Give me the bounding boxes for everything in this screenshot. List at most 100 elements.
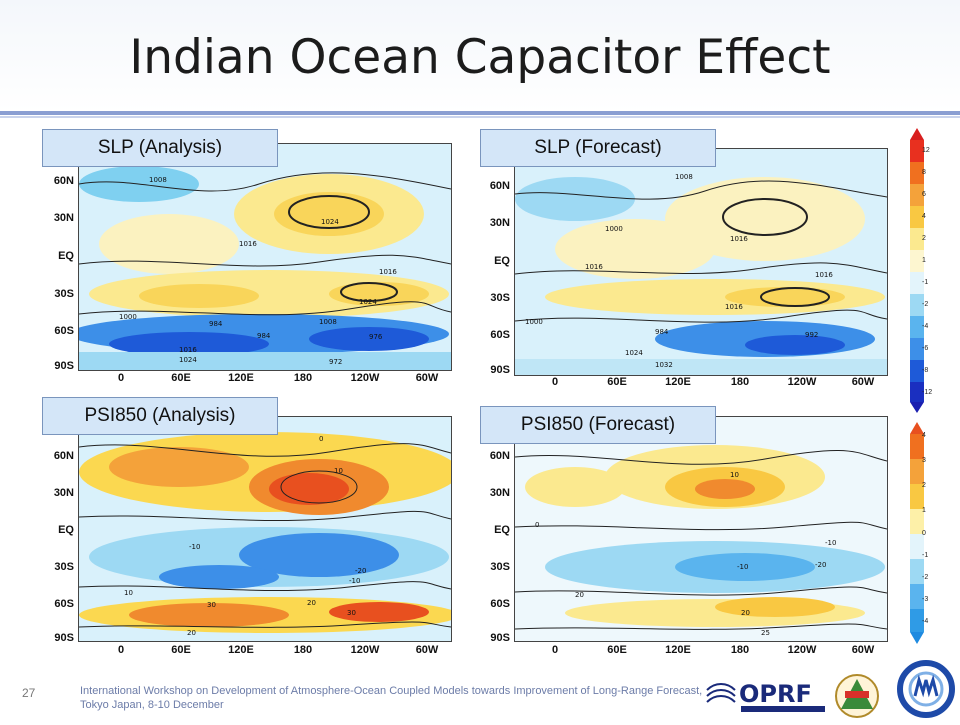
colorbar-tick: 1 bbox=[922, 257, 926, 264]
lon-label: 120W bbox=[787, 376, 817, 388]
title-divider-thin bbox=[0, 116, 960, 118]
lat-label: 60N bbox=[53, 175, 74, 187]
lat-label: 60N bbox=[53, 450, 74, 462]
colorbar-tick: -8 bbox=[922, 367, 929, 374]
lat-label: 60S bbox=[490, 598, 510, 610]
lon-label: 0 bbox=[551, 376, 559, 388]
lat-label: 30S bbox=[490, 561, 510, 573]
lat-label: EQ bbox=[494, 524, 510, 536]
contour-label: 30 bbox=[207, 601, 216, 609]
lat-label: 30N bbox=[489, 217, 510, 229]
contour-label: 1008 bbox=[675, 173, 693, 181]
colorbar-tick: 0 bbox=[922, 530, 926, 537]
psi850-colorbar bbox=[906, 422, 928, 644]
lon-label: 120W bbox=[787, 644, 817, 656]
lat-label: 60S bbox=[490, 329, 510, 341]
lon-label: 60E bbox=[607, 376, 627, 388]
lat-label: 60N bbox=[489, 180, 510, 192]
lat-label: 30S bbox=[54, 288, 74, 300]
contour-label: 1000 bbox=[119, 313, 137, 321]
lat-label: EQ bbox=[58, 250, 74, 262]
contour-label: 1016 bbox=[379, 268, 397, 276]
contour-label: 1008 bbox=[149, 176, 167, 184]
colorbar-tick: 6 bbox=[922, 191, 926, 198]
lon-label: 120E bbox=[228, 372, 254, 384]
panel-label-psi850-forecast: PSI850 (Forecast) bbox=[480, 406, 716, 444]
slp-colorbar bbox=[906, 128, 928, 413]
contour-label: 10 bbox=[730, 471, 739, 479]
lon-label: 120W bbox=[350, 372, 380, 384]
colorbar-tick: -3 bbox=[922, 596, 929, 603]
psi850-forecast-map: 0 10 -10 -10 20 20 25 -20 bbox=[514, 416, 888, 642]
colorbar-tick: 4 bbox=[922, 213, 926, 220]
contour-label: 1024 bbox=[359, 298, 377, 306]
contour-label: 1000 bbox=[605, 225, 623, 233]
lat-label: 60S bbox=[54, 325, 74, 337]
contour-label: 20 bbox=[741, 609, 750, 617]
lat-label: 90S bbox=[54, 632, 74, 644]
lat-label: EQ bbox=[58, 524, 74, 536]
colorbar-tick: 2 bbox=[922, 482, 926, 489]
oprf-logo-text: OPRF bbox=[739, 680, 812, 708]
slp-analysis-map: 1008 1016 1024 1016 1024 1000 984 984 10… bbox=[78, 143, 452, 371]
colorbar-tick: 4 bbox=[922, 432, 926, 439]
colorbar-tick: -12 bbox=[922, 389, 933, 396]
lat-label: 30S bbox=[490, 292, 510, 304]
lon-label: 120E bbox=[665, 644, 691, 656]
lon-label: 0 bbox=[551, 644, 559, 656]
contour-label: 1016 bbox=[725, 303, 743, 311]
contour-label: 1016 bbox=[179, 346, 197, 354]
contour-label: -10 bbox=[737, 563, 748, 571]
colorbar-tick: -1 bbox=[922, 279, 929, 286]
lon-label: 60E bbox=[607, 644, 627, 656]
contour-label: 20 bbox=[575, 591, 584, 599]
psi850-analysis-map: 0 10 -10 -20 -10 10 30 20 20 30 bbox=[78, 416, 452, 642]
lon-label: 120W bbox=[350, 644, 380, 656]
contour-label: 25 bbox=[761, 629, 770, 637]
contour-label: -20 bbox=[815, 561, 826, 569]
colorbar-tick: 1 bbox=[922, 507, 926, 514]
contour-label: 10 bbox=[334, 467, 343, 475]
panel-label-slp-analysis: SLP (Analysis) bbox=[42, 129, 278, 167]
lat-label: 30N bbox=[53, 487, 74, 499]
lon-label: 120E bbox=[665, 376, 691, 388]
lon-label: 60W bbox=[851, 376, 875, 388]
lat-label: 90S bbox=[54, 360, 74, 372]
contour-label: 20 bbox=[187, 629, 196, 637]
contour-label: 20 bbox=[307, 599, 316, 607]
contour-label: 1016 bbox=[585, 263, 603, 271]
lon-label: 60W bbox=[415, 372, 439, 384]
contour-label: 1000 bbox=[525, 318, 543, 326]
contour-label: 1016 bbox=[815, 271, 833, 279]
contour-label: -10 bbox=[349, 577, 360, 585]
lon-label: 60W bbox=[851, 644, 875, 656]
panel-label-slp-forecast: SLP (Forecast) bbox=[480, 129, 716, 167]
agency-logo bbox=[895, 658, 957, 720]
lon-label: 60E bbox=[171, 372, 191, 384]
contour-label: 1024 bbox=[625, 349, 643, 357]
contour-label: 984 bbox=[655, 328, 669, 336]
contour-label: 992 bbox=[805, 331, 818, 339]
colorbar-tick: -4 bbox=[922, 618, 929, 625]
contour-label: 1016 bbox=[239, 240, 257, 248]
lon-label: 180 bbox=[730, 376, 750, 388]
contour-label: 984 bbox=[257, 332, 271, 340]
colorbar-tick: -2 bbox=[922, 574, 929, 581]
contour-label: 984 bbox=[209, 320, 223, 328]
title-divider bbox=[0, 111, 960, 115]
lat-label: 90S bbox=[490, 364, 510, 376]
colorbar-tick: 2 bbox=[922, 235, 926, 242]
contour-label: 1024 bbox=[321, 218, 339, 226]
contour-label: 972 bbox=[329, 358, 342, 366]
contour-label: 1024 bbox=[179, 356, 197, 364]
lon-label: 60W bbox=[415, 644, 439, 656]
lon-label: 120E bbox=[228, 644, 254, 656]
lat-label: 60N bbox=[489, 450, 510, 462]
colorbar-tick: -4 bbox=[922, 323, 929, 330]
lon-label: 180 bbox=[293, 372, 313, 384]
contour-label: 10 bbox=[124, 589, 133, 597]
slide-header bbox=[0, 0, 960, 112]
colorbar-tick: -6 bbox=[922, 345, 929, 352]
oprf-logo: OPRF bbox=[705, 676, 829, 716]
lat-label: 30N bbox=[489, 487, 510, 499]
